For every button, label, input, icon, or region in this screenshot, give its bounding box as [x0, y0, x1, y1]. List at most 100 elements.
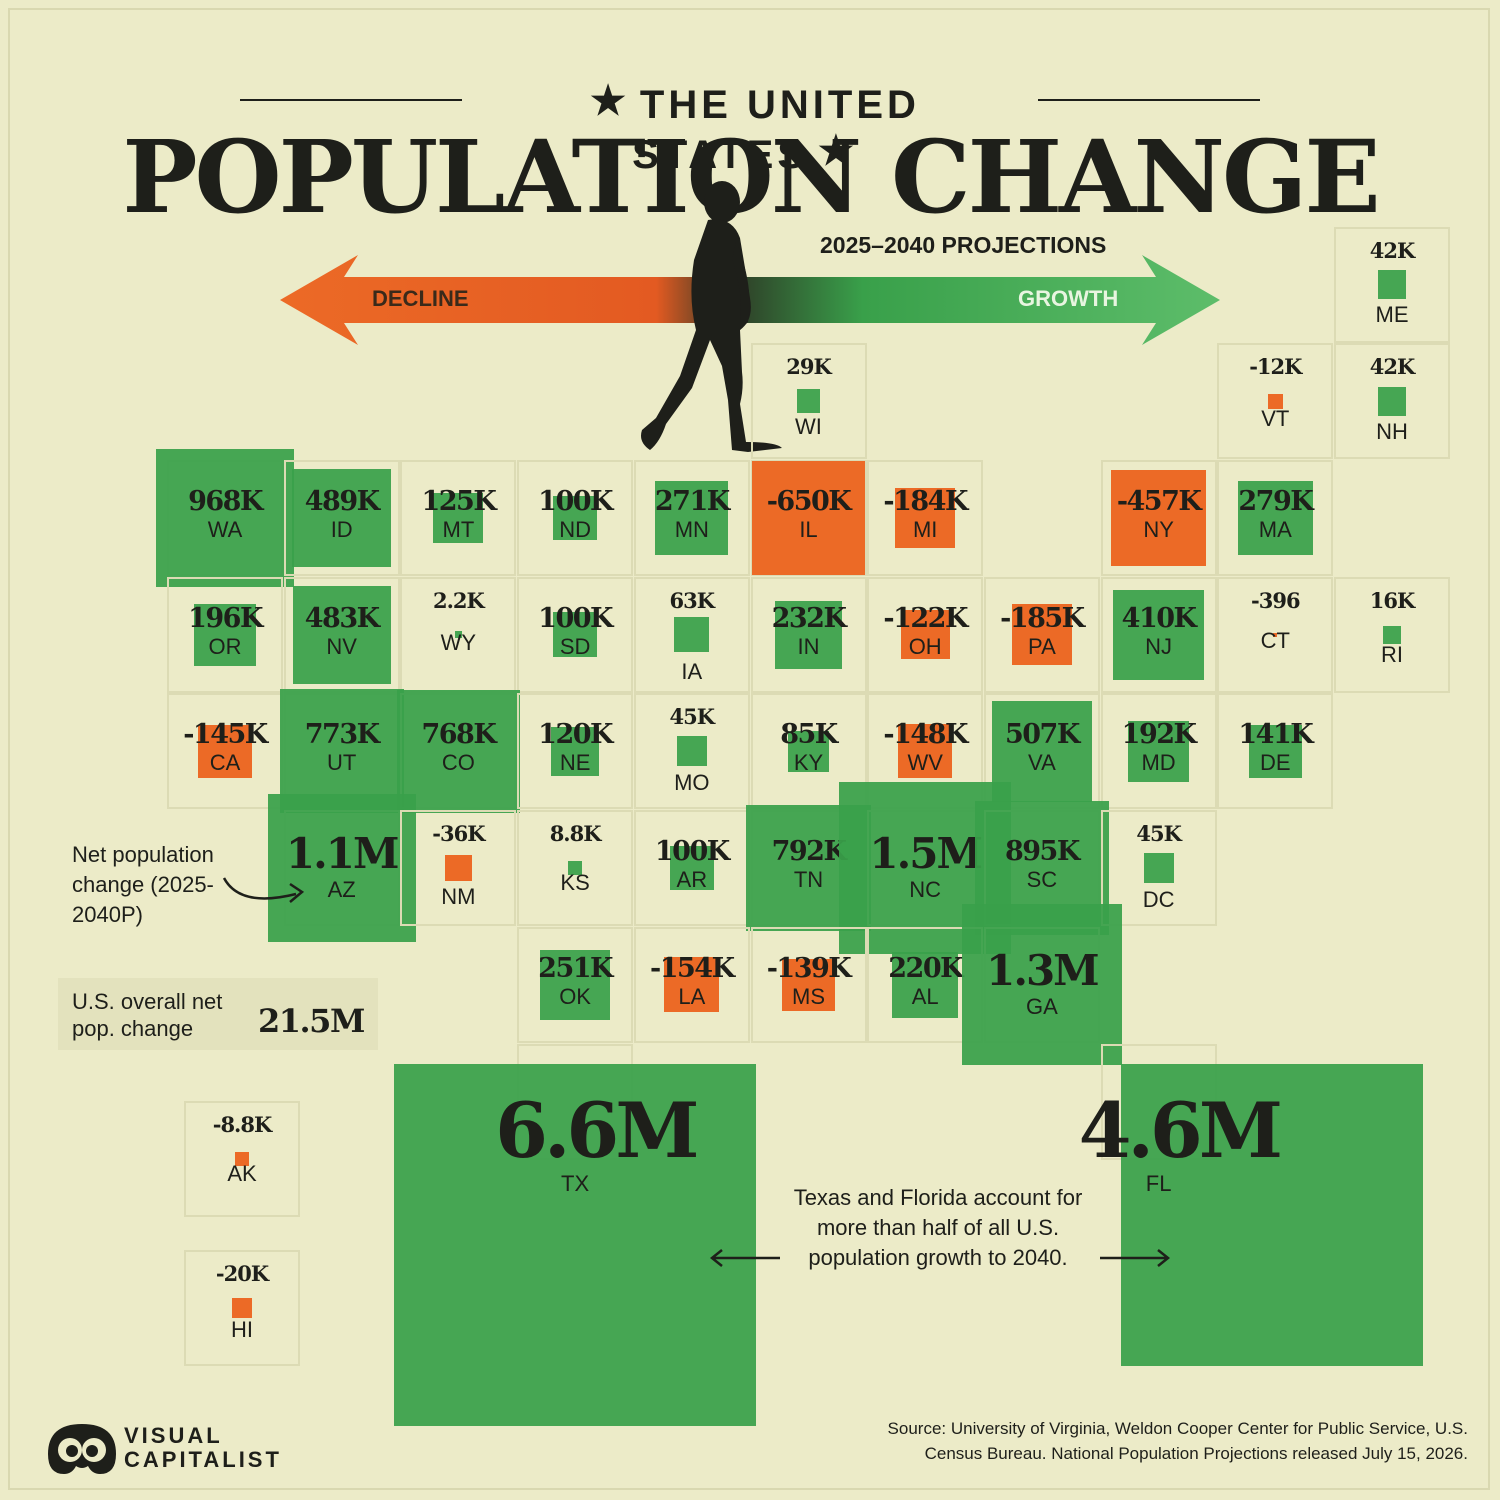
state-value: -457K — [1116, 486, 1202, 517]
state-value: 8.8K — [549, 821, 602, 847]
net-change-label: Net population change (2025-2040P) — [72, 842, 214, 927]
state-label-ga: 1.3M GA — [962, 948, 1122, 1019]
header-rule-right — [1038, 99, 1260, 101]
overall-label: U.S. overall net pop. change — [72, 989, 223, 1041]
state-abbr: ND — [559, 517, 591, 542]
state-square-de — [1248, 724, 1302, 778]
state-abbr: WI — [795, 414, 822, 440]
state-value: -8.8K — [212, 1112, 273, 1137]
state-abbr: VA — [1028, 750, 1056, 776]
state-label-ar: 100K AR — [612, 838, 772, 892]
state-abbr: NM — [441, 883, 476, 909]
state-value: 895K — [1004, 836, 1080, 868]
state-label-wa: 968K WA — [145, 488, 305, 542]
state-label-ca: -145K CA — [145, 721, 305, 775]
state-value: 6.6M — [495, 1086, 699, 1175]
state-abbr: HI — [231, 1316, 253, 1342]
state-cell-nd — [517, 460, 634, 576]
state-abbr: NJ — [1145, 633, 1173, 659]
state-abbr: CT — [1260, 627, 1290, 653]
state-square-mo — [676, 736, 707, 767]
state-abbr: AR — [676, 867, 708, 893]
state-label-id: 489K ID — [262, 488, 422, 542]
state-cell-mt — [400, 460, 517, 576]
state-abbr: NE — [559, 750, 591, 776]
state-label-nj: 410K NJ — [1079, 602, 1239, 659]
state-square-fl — [1121, 1064, 1424, 1367]
state-label-dc: 45K DC — [1079, 820, 1239, 912]
state-abbr: SD — [559, 633, 591, 659]
state-value: 1.5M — [869, 829, 983, 879]
state-label-la: -154K LA — [612, 952, 772, 1009]
state-label-sc: 895K SC — [962, 838, 1122, 892]
state-abbr: GA — [1025, 993, 1058, 1019]
state-value: -184K — [883, 486, 968, 517]
state-square-pa — [1011, 604, 1073, 665]
state-cell-nj — [1100, 576, 1217, 693]
state-label-ks: 8.8K KS — [495, 820, 655, 895]
state-abbr: AK — [227, 1161, 257, 1187]
state-abbr: WY — [440, 630, 477, 656]
state-abbr: OK — [559, 983, 591, 1009]
state-label-sd: 100K SD — [495, 604, 655, 659]
state-cell-sd — [517, 576, 634, 693]
state-value: -396 — [1251, 587, 1301, 613]
state-value: 192K — [1121, 719, 1197, 751]
state-value: 63K — [669, 587, 715, 613]
state-cell-ne — [517, 693, 634, 810]
state-cell-ma — [1217, 460, 1334, 576]
left-arrow-icon — [709, 1249, 780, 1267]
state-abbr: KY — [793, 750, 824, 776]
state-value: 507K — [1004, 719, 1080, 751]
state-label-wv: -148K WV — [845, 721, 1005, 775]
state-abbr: MI — [912, 517, 938, 542]
state-abbr: IA — [681, 659, 703, 685]
state-square-hi — [232, 1298, 252, 1318]
state-abbr: UT — [327, 750, 357, 776]
state-label-ky: 85K KY — [729, 721, 889, 775]
state-label-nv: 483K NV — [262, 604, 422, 659]
state-label-ri: 16K RI — [1312, 587, 1472, 667]
state-label-tx: 6.6M TX — [495, 1086, 699, 1196]
state-label-az: 1.1M AZ — [262, 832, 422, 902]
state-value: 45K — [669, 704, 715, 730]
state-abbr: KS — [560, 870, 590, 896]
state-square-ma — [1238, 480, 1313, 556]
state-cell-vt — [1217, 343, 1334, 460]
state-value: 100K — [654, 836, 730, 868]
state-value: 125K — [421, 486, 496, 517]
state-label-nc: 1.5M NC — [845, 832, 1005, 902]
state-label-ok: 251K OK — [495, 954, 655, 1009]
state-square-ut — [279, 689, 404, 814]
state-square-nm — [445, 854, 472, 882]
state-cell-me — [1334, 226, 1450, 343]
state-value: -20K — [215, 1261, 269, 1286]
state-abbr: WA — [207, 517, 243, 542]
state-cell-in — [750, 576, 867, 693]
state-value: 410K — [1121, 602, 1197, 634]
state-cell-ct — [1217, 576, 1334, 693]
state-value: 45K — [1136, 821, 1181, 847]
state-square-ia — [674, 617, 710, 653]
state-value: 4.6M — [1078, 1086, 1283, 1175]
state-abbr: IL — [799, 517, 818, 542]
logo-line2: CAPITALIST — [124, 1447, 282, 1472]
state-square-ri — [1383, 625, 1401, 644]
state-value: 120K — [538, 719, 613, 751]
state-cell-hi — [184, 1250, 300, 1366]
tx-fl-note: Texas and Florida account for more than … — [793, 1185, 1083, 1270]
state-label-co: 768K CO — [378, 721, 538, 775]
state-value: -154K — [650, 952, 735, 984]
logo-text: VISUAL CAPITALIST — [124, 1424, 282, 1472]
state-square-ct — [1273, 632, 1278, 637]
state-square-vt — [1267, 393, 1283, 409]
state-square-wi — [796, 389, 821, 414]
state-value: 1.1M — [285, 829, 400, 879]
state-label-me: 42K ME — [1312, 237, 1472, 328]
state-cell-mo — [633, 693, 750, 810]
state-abbr: AZ — [327, 877, 356, 903]
state-cell-de — [1217, 693, 1334, 810]
state-square-wv — [898, 724, 953, 779]
state-label-tn: 792K TN — [729, 838, 889, 892]
state-square-in — [774, 600, 843, 669]
